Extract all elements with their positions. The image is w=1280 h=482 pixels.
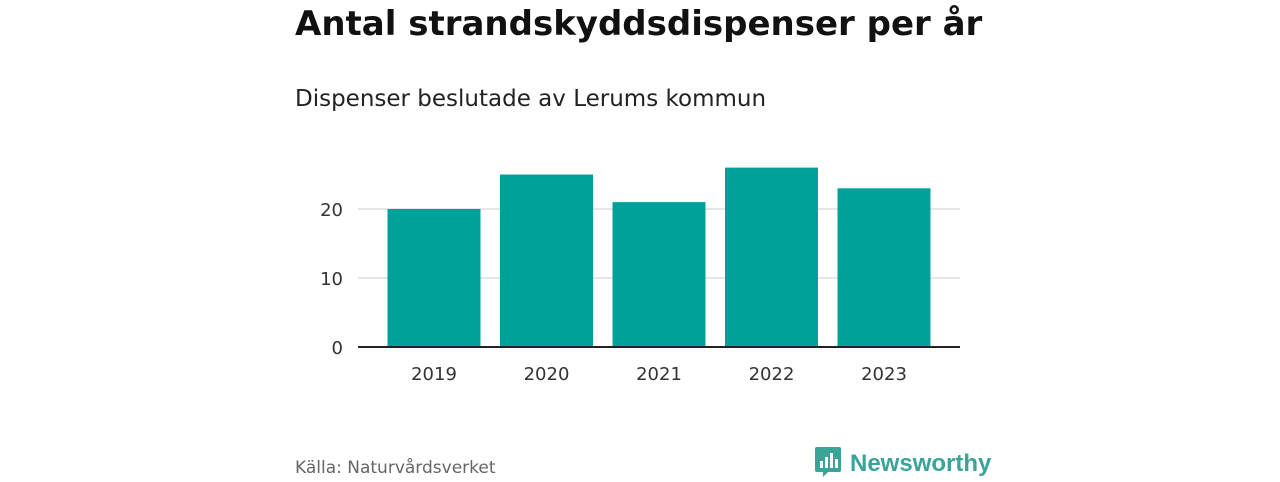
bar-2022[interactable]: [725, 167, 818, 347]
newsworthy-logo[interactable]: Newsworthy: [814, 446, 991, 482]
bars: [387, 167, 931, 348]
y-tick-label: 0: [332, 338, 343, 359]
x-tick-label: 2020: [524, 364, 570, 385]
chart-title: Antal strandskyddsdispenser per år: [295, 4, 983, 44]
brand-name: Newsworthy: [850, 450, 992, 477]
x-tick-label: 2022: [749, 364, 795, 385]
x-tick-label: 2019: [411, 364, 457, 385]
x-tick-label: 2023: [861, 364, 907, 385]
y-axis-labels: 0 10 20: [320, 200, 343, 359]
y-tick-label: 10: [320, 269, 343, 290]
x-axis-labels: 2019 2020 2021 2022 2023: [411, 364, 907, 385]
y-tick-label: 20: [320, 200, 343, 221]
source-note: Källa: Naturvårdsverket: [295, 458, 496, 478]
bar-2021[interactable]: [612, 202, 706, 347]
bar-2023[interactable]: [837, 188, 931, 347]
bar-2019[interactable]: [387, 209, 481, 347]
x-tick-label: 2021: [636, 364, 682, 385]
chart-subtitle: Dispenser beslutade av Lerums kommun: [295, 86, 767, 112]
bar-2020[interactable]: [500, 174, 593, 348]
bar-chart-speech-bubble-icon: [814, 446, 842, 482]
